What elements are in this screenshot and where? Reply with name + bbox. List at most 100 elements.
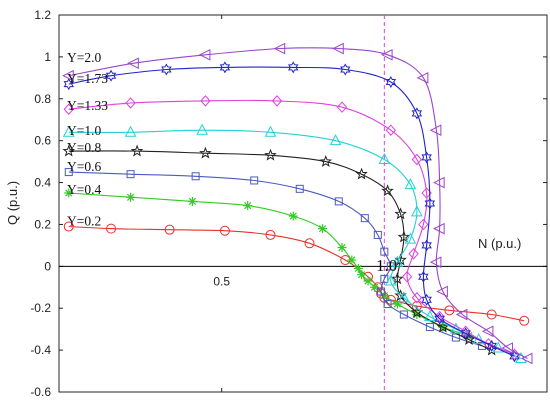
- data-point: [288, 211, 298, 221]
- data-point: [404, 232, 417, 244]
- data-point: [455, 308, 468, 321]
- y-tick-label: 1: [44, 50, 51, 64]
- data-point: [425, 323, 434, 332]
- series-label: Y=1.73: [67, 71, 108, 86]
- data-point: [337, 242, 347, 252]
- data-point: [347, 255, 357, 265]
- y-tick-label: 0: [44, 259, 51, 273]
- data-point: [126, 192, 136, 202]
- series-y-0-6: [64, 168, 486, 350]
- data-point: [394, 207, 407, 220]
- data-point: [418, 270, 429, 283]
- data-point: [332, 42, 344, 55]
- data-point: [424, 310, 436, 322]
- data-point: [460, 327, 471, 340]
- data-point: [198, 48, 211, 61]
- data-point: [63, 103, 74, 115]
- data-point: [401, 271, 413, 283]
- data-point: [329, 134, 342, 146]
- tick-labels: -0.6 -0.4 -0.2 0 0.2 0.4 0.6 0.8 1 1.2 0.5: [30, 8, 230, 399]
- data-point: [219, 225, 230, 236]
- data-point: [187, 196, 197, 206]
- series-label: Y=0.2: [67, 213, 101, 228]
- data-point: [519, 315, 530, 326]
- data-point: [243, 201, 253, 211]
- data-point: [418, 218, 429, 231]
- y-tick-label: 0.6: [34, 134, 51, 148]
- data-point: [295, 184, 304, 193]
- data-point: [273, 42, 286, 55]
- data-point: [377, 287, 386, 296]
- data-point: [340, 63, 351, 76]
- data-point: [433, 176, 445, 189]
- series-line: [68, 66, 515, 357]
- series-y-1-73: [63, 61, 520, 363]
- data-point: [411, 292, 423, 304]
- series-labels: Y=0.2 Y=0.4 Y=0.6 Y=0.8 Y=1.0 Y=1.33 Y=1.73 Y=2…: [67, 50, 108, 228]
- y-axis-label: Q (p.u.): [5, 181, 20, 225]
- data-point: [363, 276, 373, 286]
- data-point: [370, 282, 380, 292]
- data-point: [411, 205, 423, 217]
- vline-annotation: 1.0: [376, 256, 397, 275]
- data-point: [392, 299, 402, 309]
- data-point: [336, 101, 348, 113]
- series-line: [68, 225, 525, 322]
- data-point: [106, 223, 117, 234]
- data-point: [373, 230, 382, 239]
- data-point: [486, 339, 497, 352]
- y-tick-label: 0.2: [34, 217, 51, 231]
- series-label: Y=0.6: [67, 159, 101, 174]
- data-point: [62, 69, 74, 82]
- data-point: [520, 352, 533, 365]
- data-point: [357, 270, 367, 280]
- y-tick-label: 1.2: [34, 8, 51, 22]
- data-point: [127, 57, 139, 69]
- data-point: [63, 78, 74, 91]
- data-point: [318, 224, 328, 234]
- data-point: [105, 69, 117, 82]
- data-point: [385, 124, 397, 136]
- y-tick-label: 0.4: [34, 176, 51, 190]
- data-point: [397, 230, 411, 243]
- series-label: Y=1.0: [67, 123, 101, 138]
- x-axis-label: N (p.u.): [478, 236, 521, 251]
- data-point: [355, 167, 368, 180]
- data-point: [429, 256, 442, 268]
- data-point: [391, 255, 404, 267]
- data-point: [62, 144, 76, 157]
- data-point: [161, 63, 172, 76]
- data-point: [319, 154, 333, 167]
- data-point: [271, 95, 283, 107]
- data-point: [334, 197, 343, 206]
- data-point: [421, 293, 432, 306]
- y-tick-label: 0.8: [34, 92, 51, 106]
- data-point: [408, 248, 419, 260]
- x-tick-label: 0.5: [213, 274, 230, 288]
- data-point: [64, 188, 74, 198]
- data-point: [421, 151, 432, 164]
- data-point: [434, 312, 445, 325]
- data-point: [385, 76, 397, 88]
- data-point: [191, 172, 200, 181]
- data-point: [434, 310, 445, 323]
- data-point: [250, 176, 259, 185]
- series-layer: [62, 42, 533, 365]
- y-tick-label: -0.4: [30, 343, 51, 357]
- data-point: [288, 61, 299, 74]
- data-point: [460, 325, 471, 338]
- series-label: Y=0.4: [67, 182, 101, 197]
- data-point: [383, 300, 392, 309]
- data-point: [196, 123, 208, 135]
- data-point: [444, 305, 455, 316]
- data-point: [399, 310, 408, 319]
- data-point: [64, 168, 73, 177]
- data-point: [385, 274, 397, 286]
- data-point: [481, 325, 494, 338]
- data-point: [199, 146, 212, 159]
- data-point: [411, 153, 423, 166]
- data-point: [433, 222, 445, 235]
- data-point: [200, 95, 211, 107]
- data-point: [379, 291, 389, 301]
- data-point: [424, 197, 436, 210]
